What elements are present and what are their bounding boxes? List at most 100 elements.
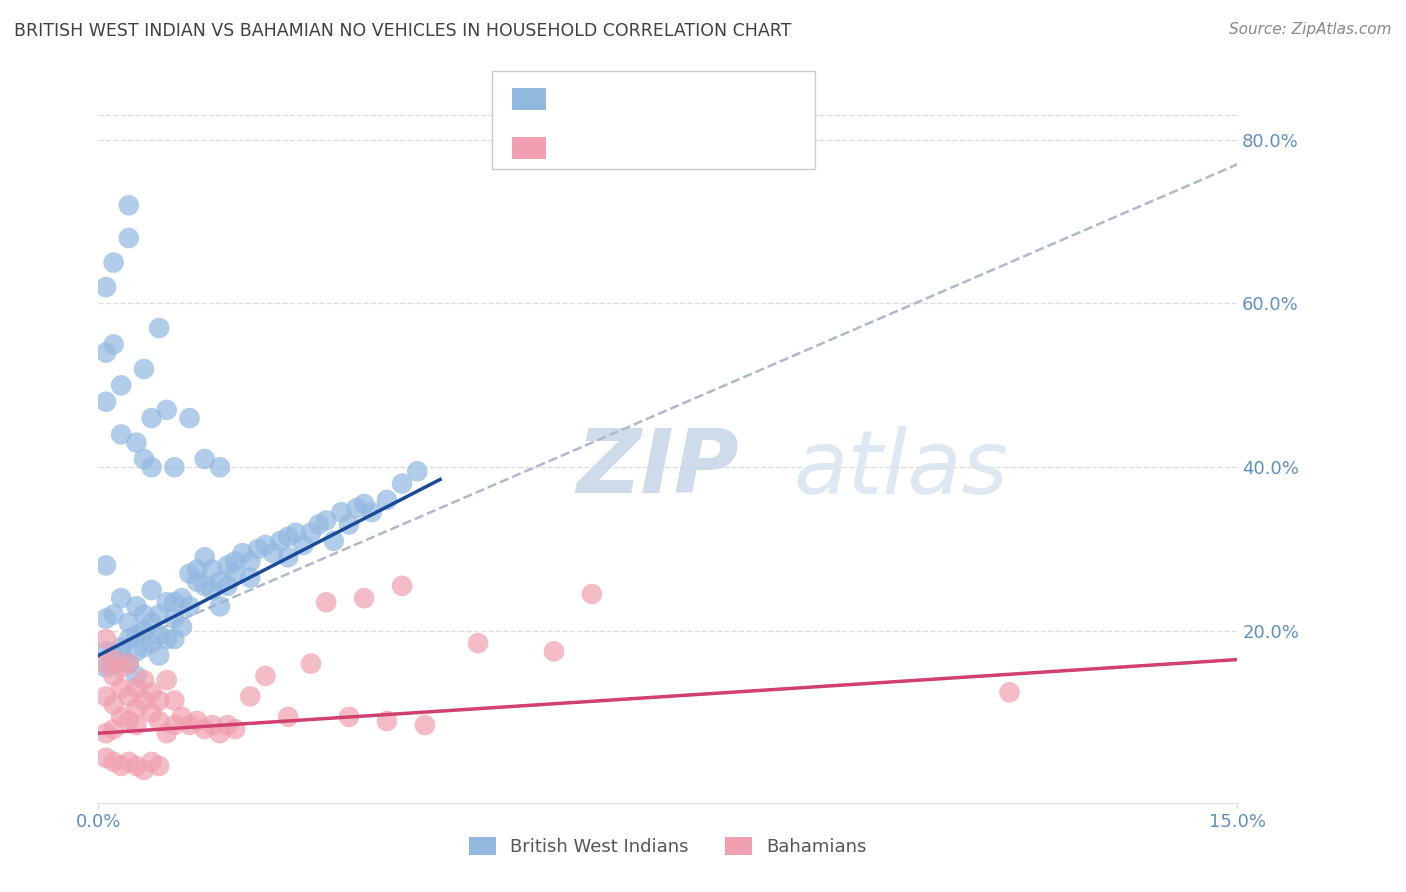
Legend: British West Indians, Bahamians: British West Indians, Bahamians xyxy=(461,830,875,863)
Point xyxy=(156,403,179,417)
Point xyxy=(125,669,148,683)
Point xyxy=(110,759,132,773)
Point xyxy=(201,582,224,597)
Point xyxy=(132,640,155,655)
Point xyxy=(353,497,375,511)
Point xyxy=(353,591,375,606)
Point xyxy=(254,538,277,552)
Point xyxy=(156,726,179,740)
Point xyxy=(299,525,322,540)
Point xyxy=(118,198,141,212)
Point xyxy=(141,460,163,475)
Point xyxy=(118,632,141,646)
Point xyxy=(292,538,315,552)
Point xyxy=(217,718,239,732)
Point xyxy=(262,546,284,560)
Point xyxy=(148,321,170,335)
Point xyxy=(581,587,603,601)
Point xyxy=(163,693,186,707)
Point xyxy=(94,394,117,409)
Point xyxy=(391,476,413,491)
Point xyxy=(148,648,170,663)
Point xyxy=(315,595,337,609)
Point xyxy=(148,759,170,773)
Point xyxy=(254,669,277,683)
Point xyxy=(110,427,132,442)
Point xyxy=(132,693,155,707)
Point xyxy=(406,464,429,478)
Point xyxy=(163,595,186,609)
Point xyxy=(141,582,163,597)
Point xyxy=(239,554,262,568)
Text: Source: ZipAtlas.com: Source: ZipAtlas.com xyxy=(1229,22,1392,37)
Point xyxy=(239,690,262,704)
Point xyxy=(118,755,141,769)
Text: R = 0.271   N = 89: R = 0.271 N = 89 xyxy=(553,95,723,112)
Point xyxy=(132,362,155,376)
Point xyxy=(277,530,299,544)
Point xyxy=(284,525,307,540)
Point xyxy=(360,505,382,519)
Point xyxy=(94,661,117,675)
Point xyxy=(132,763,155,777)
Point xyxy=(224,554,246,568)
Point xyxy=(118,657,141,671)
Point xyxy=(217,558,239,573)
Point xyxy=(132,607,155,622)
Point xyxy=(232,546,254,560)
Point xyxy=(118,714,141,728)
Point xyxy=(208,460,231,475)
Point xyxy=(186,714,208,728)
Point xyxy=(110,661,132,675)
Point xyxy=(141,685,163,699)
Point xyxy=(391,579,413,593)
Point xyxy=(141,615,163,630)
Point xyxy=(94,345,117,359)
Point xyxy=(194,722,217,736)
Point xyxy=(308,517,330,532)
Point xyxy=(186,574,208,589)
Point xyxy=(103,255,125,269)
Point xyxy=(346,501,368,516)
Point xyxy=(94,726,117,740)
Point xyxy=(110,640,132,655)
Point xyxy=(125,599,148,614)
Point xyxy=(322,533,344,548)
Point xyxy=(156,632,179,646)
Point xyxy=(94,644,117,658)
Point xyxy=(103,698,125,712)
Point xyxy=(170,591,193,606)
Point xyxy=(246,542,269,557)
Point xyxy=(118,657,141,671)
Point xyxy=(156,595,179,609)
Point xyxy=(103,648,125,663)
Point xyxy=(141,755,163,769)
Point xyxy=(277,710,299,724)
Point xyxy=(330,505,353,519)
Point xyxy=(208,726,231,740)
Point xyxy=(132,624,155,638)
Point xyxy=(118,615,141,630)
Point xyxy=(163,718,186,732)
Point xyxy=(299,657,322,671)
Point xyxy=(94,751,117,765)
Point xyxy=(208,574,231,589)
Point xyxy=(201,562,224,576)
Point xyxy=(186,562,208,576)
Point xyxy=(998,685,1021,699)
Point xyxy=(103,337,125,351)
Point xyxy=(170,710,193,724)
Point xyxy=(194,550,217,565)
Point xyxy=(315,513,337,527)
Point xyxy=(179,599,201,614)
Point xyxy=(125,701,148,715)
Point xyxy=(239,571,262,585)
Point xyxy=(125,435,148,450)
Point xyxy=(94,690,117,704)
Point xyxy=(148,714,170,728)
Point xyxy=(125,718,148,732)
Point xyxy=(141,636,163,650)
Point xyxy=(156,673,179,687)
Point xyxy=(224,722,246,736)
Point xyxy=(467,636,489,650)
